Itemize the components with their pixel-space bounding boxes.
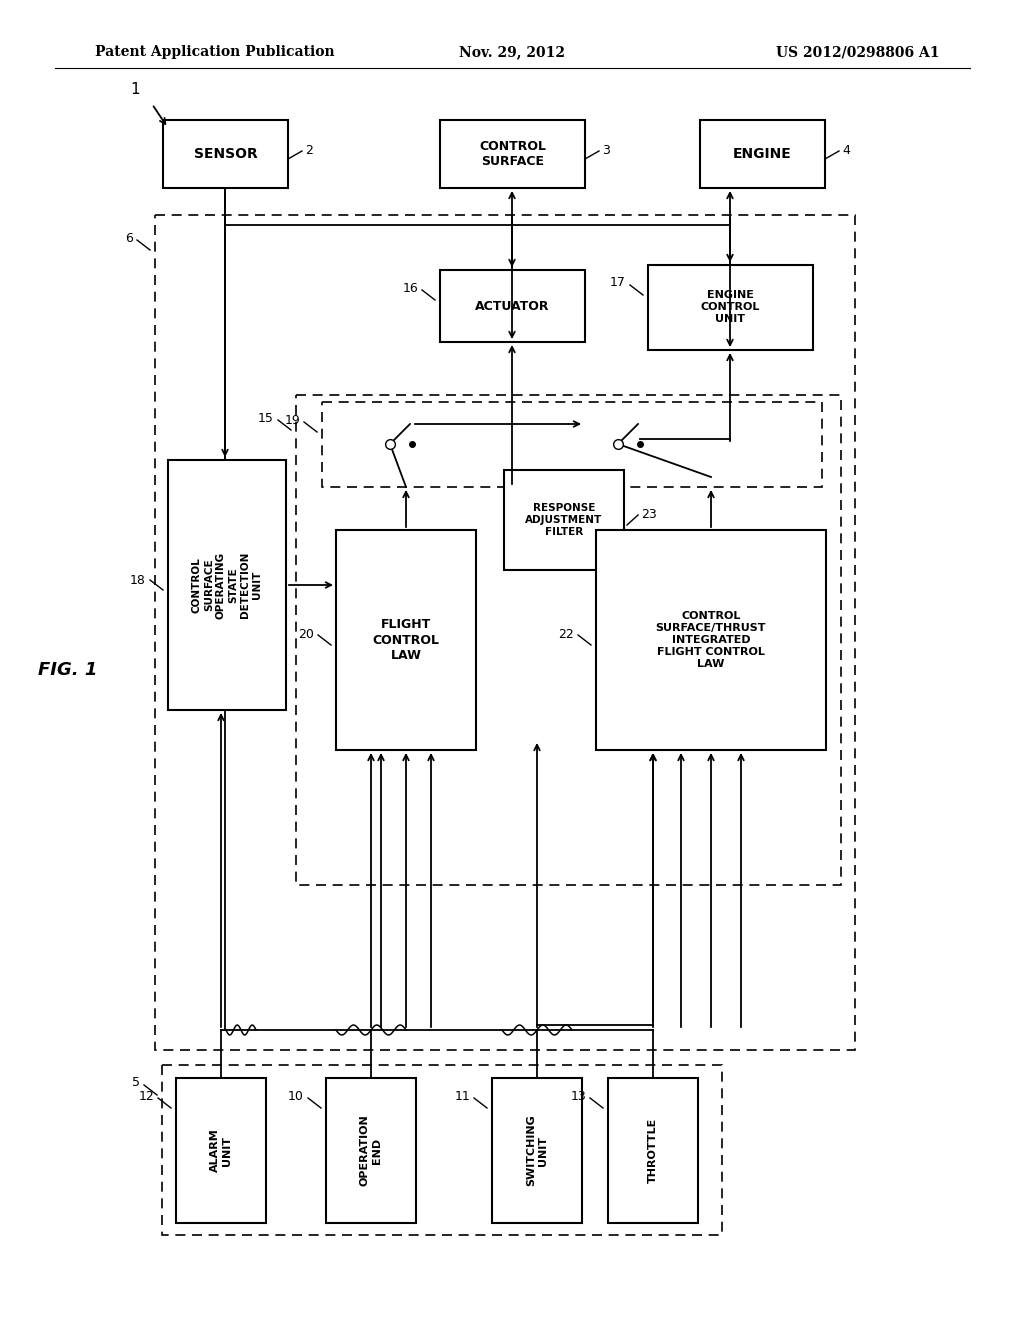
Text: SENSOR: SENSOR: [194, 147, 257, 161]
Text: 13: 13: [570, 1089, 586, 1102]
Bar: [648, 265, 813, 350]
Text: 22: 22: [558, 628, 574, 642]
Text: RESPONSE
ADJUSTMENT
FILTER: RESPONSE ADJUSTMENT FILTER: [525, 503, 603, 537]
Bar: [596, 531, 826, 750]
Text: Patent Application Publication: Patent Application Publication: [95, 45, 335, 59]
Text: 4: 4: [842, 144, 850, 157]
Text: CONTROL
SURFACE: CONTROL SURFACE: [479, 140, 546, 168]
Text: 20: 20: [298, 628, 314, 642]
Text: ACTUATOR: ACTUATOR: [475, 300, 550, 313]
Bar: [336, 531, 476, 750]
Text: 16: 16: [402, 281, 418, 294]
Text: ALARM
UNIT: ALARM UNIT: [210, 1129, 232, 1172]
Text: FLIGHT
CONTROL
LAW: FLIGHT CONTROL LAW: [373, 618, 439, 663]
Bar: [440, 120, 585, 187]
Bar: [162, 1065, 722, 1236]
Bar: [700, 120, 825, 187]
Bar: [322, 403, 822, 487]
Text: FIG. 1: FIG. 1: [38, 661, 97, 678]
Text: CONTROL
SURFACE
OPERATING
STATE
DETECTION
UNIT: CONTROL SURFACE OPERATING STATE DETECTIO…: [193, 552, 262, 619]
Text: SWITCHING
UNIT: SWITCHING UNIT: [526, 1114, 548, 1187]
Bar: [296, 395, 841, 884]
Bar: [504, 470, 624, 570]
Text: 23: 23: [641, 508, 656, 521]
Text: 3: 3: [602, 144, 610, 157]
Text: ENGINE: ENGINE: [733, 147, 792, 161]
Text: 1: 1: [130, 82, 140, 96]
Bar: [326, 1078, 416, 1224]
Bar: [176, 1078, 266, 1224]
Text: 12: 12: [138, 1089, 154, 1102]
Bar: [163, 120, 288, 187]
Text: 15: 15: [258, 412, 274, 425]
Bar: [155, 215, 855, 1049]
Text: US 2012/0298806 A1: US 2012/0298806 A1: [776, 45, 940, 59]
Bar: [608, 1078, 698, 1224]
Text: 10: 10: [288, 1089, 304, 1102]
Text: 6: 6: [125, 231, 133, 244]
Text: THROTTLE: THROTTLE: [648, 1118, 658, 1183]
Text: 19: 19: [285, 413, 300, 426]
Text: 11: 11: [455, 1089, 470, 1102]
Text: 5: 5: [132, 1077, 140, 1089]
Text: OPERATION
END: OPERATION END: [360, 1114, 382, 1187]
Text: CONTROL
SURFACE/THRUST
INTEGRATED
FLIGHT CONTROL
LAW: CONTROL SURFACE/THRUST INTEGRATED FLIGHT…: [655, 611, 766, 669]
Text: 17: 17: [610, 276, 626, 289]
Text: ENGINE
CONTROL
UNIT: ENGINE CONTROL UNIT: [700, 290, 760, 325]
Bar: [492, 1078, 582, 1224]
Text: Nov. 29, 2012: Nov. 29, 2012: [459, 45, 565, 59]
Text: 2: 2: [305, 144, 313, 157]
Text: 18: 18: [130, 573, 146, 586]
Bar: [168, 459, 286, 710]
Bar: [440, 271, 585, 342]
